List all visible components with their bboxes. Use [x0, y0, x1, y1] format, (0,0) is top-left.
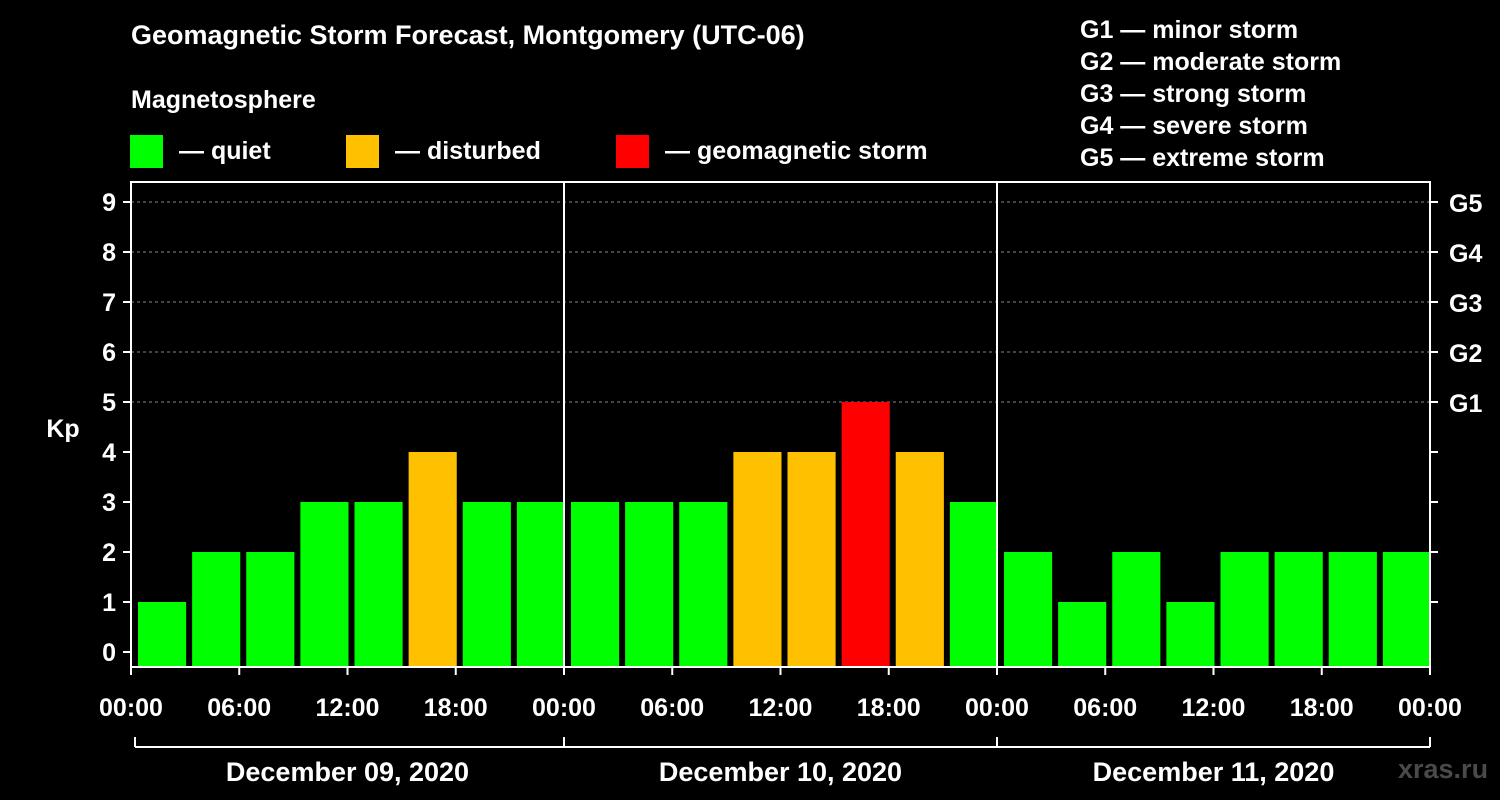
- legend-label-disturbed: — disturbed: [395, 136, 541, 165]
- kp-bar-17: [1058, 602, 1107, 667]
- legend-item-disturbed: — disturbed: [346, 134, 541, 168]
- kp-bar-0: [138, 602, 187, 667]
- storm-level-label-g5: G5: [1449, 190, 1482, 218]
- kp-bar-18: [1112, 552, 1161, 667]
- x-tick-label-1: 06:00: [207, 694, 271, 722]
- y-tick-label-8: 8: [102, 239, 116, 267]
- kp-bar-10: [679, 502, 728, 667]
- y-tick-label-4: 4: [102, 439, 116, 467]
- day-label-1: December 10, 2020: [659, 757, 902, 787]
- legend-item-quiet: — quiet: [130, 134, 271, 168]
- x-tick-label-2: 12:00: [316, 694, 380, 722]
- kp-bar-12: [787, 452, 836, 667]
- x-tick-label-12: 00:00: [1398, 694, 1462, 722]
- storm-scale-g3: G3 — strong storm: [1080, 80, 1307, 108]
- legend-swatch-disturbed: [346, 134, 379, 168]
- storm-scale-g2: G2 — moderate storm: [1080, 48, 1342, 76]
- x-tick-label-8: 00:00: [965, 694, 1029, 722]
- x-tick-label-4: 00:00: [532, 694, 596, 722]
- legend-label-storm: — geomagnetic storm: [665, 136, 928, 165]
- storm-level-label-g2: G2: [1449, 340, 1482, 368]
- watermark: xras.ru: [1398, 754, 1489, 784]
- y-tick-label-2: 2: [102, 539, 116, 567]
- x-tick-label-0: 00:00: [99, 694, 163, 722]
- y-tick-label-3: 3: [102, 489, 116, 517]
- y-axis-label: Kp: [46, 415, 79, 443]
- y-tick-label-0: 0: [102, 639, 116, 667]
- kp-bar-14: [895, 452, 944, 667]
- kp-bar-20: [1220, 552, 1269, 667]
- legend-label-quiet: — quiet: [179, 136, 271, 165]
- legend-swatch-storm: [616, 134, 649, 168]
- kp-bar-1: [192, 552, 241, 667]
- storm-scale-g5: G5 — extreme storm: [1080, 144, 1325, 172]
- x-tick-label-5: 06:00: [640, 694, 704, 722]
- legend-swatch-quiet: [130, 134, 163, 168]
- kp-bar-2: [246, 552, 295, 667]
- storm-level-label-g1: G1: [1449, 390, 1482, 418]
- kp-bar-7: [516, 502, 565, 667]
- storm-level-label-g3: G3: [1449, 290, 1482, 318]
- kp-bar-21: [1274, 552, 1323, 667]
- kp-bar-15: [949, 502, 998, 667]
- kp-bar-16: [1004, 552, 1053, 667]
- storm-scale-g4: G4 — severe storm: [1080, 112, 1308, 140]
- storm-level-label-g4: G4: [1449, 240, 1482, 268]
- kp-bar-11: [733, 452, 782, 667]
- x-tick-label-10: 12:00: [1182, 694, 1246, 722]
- x-tick-label-9: 06:00: [1073, 694, 1137, 722]
- kp-bar-5: [408, 452, 457, 667]
- y-tick-label-6: 6: [102, 339, 116, 367]
- legend-item-storm: — geomagnetic storm: [616, 134, 928, 168]
- y-tick-label-9: 9: [102, 189, 116, 217]
- x-tick-label-3: 18:00: [424, 694, 488, 722]
- x-tick-label-11: 18:00: [1290, 694, 1354, 722]
- kp-bar-9: [625, 502, 674, 667]
- y-tick-label-5: 5: [102, 389, 116, 417]
- kp-bar-4: [354, 502, 403, 667]
- legend-heading: Magnetosphere: [131, 86, 316, 114]
- chart-title: Geomagnetic Storm Forecast, Montgomery (…: [131, 20, 805, 50]
- storm-scale-legend: G1 — minor storm G2 — moderate storm G3 …: [1080, 14, 1341, 174]
- kp-bar-19: [1166, 602, 1215, 667]
- x-tick-label-6: 12:00: [749, 694, 813, 722]
- kp-bar-3: [300, 502, 349, 667]
- day-label-2: December 11, 2020: [1093, 757, 1335, 787]
- storm-scale-g1: G1 — minor storm: [1080, 16, 1299, 44]
- day-label-0: December 09, 2020: [226, 757, 469, 787]
- kp-bar-8: [571, 502, 620, 667]
- kp-bar-23: [1382, 552, 1431, 667]
- y-tick-label-7: 7: [102, 289, 116, 317]
- kp-bar-22: [1328, 552, 1377, 667]
- kp-bar-13: [841, 402, 890, 667]
- x-tick-label-7: 18:00: [857, 694, 921, 722]
- kp-bar-6: [462, 502, 511, 667]
- y-tick-label-1: 1: [102, 589, 116, 617]
